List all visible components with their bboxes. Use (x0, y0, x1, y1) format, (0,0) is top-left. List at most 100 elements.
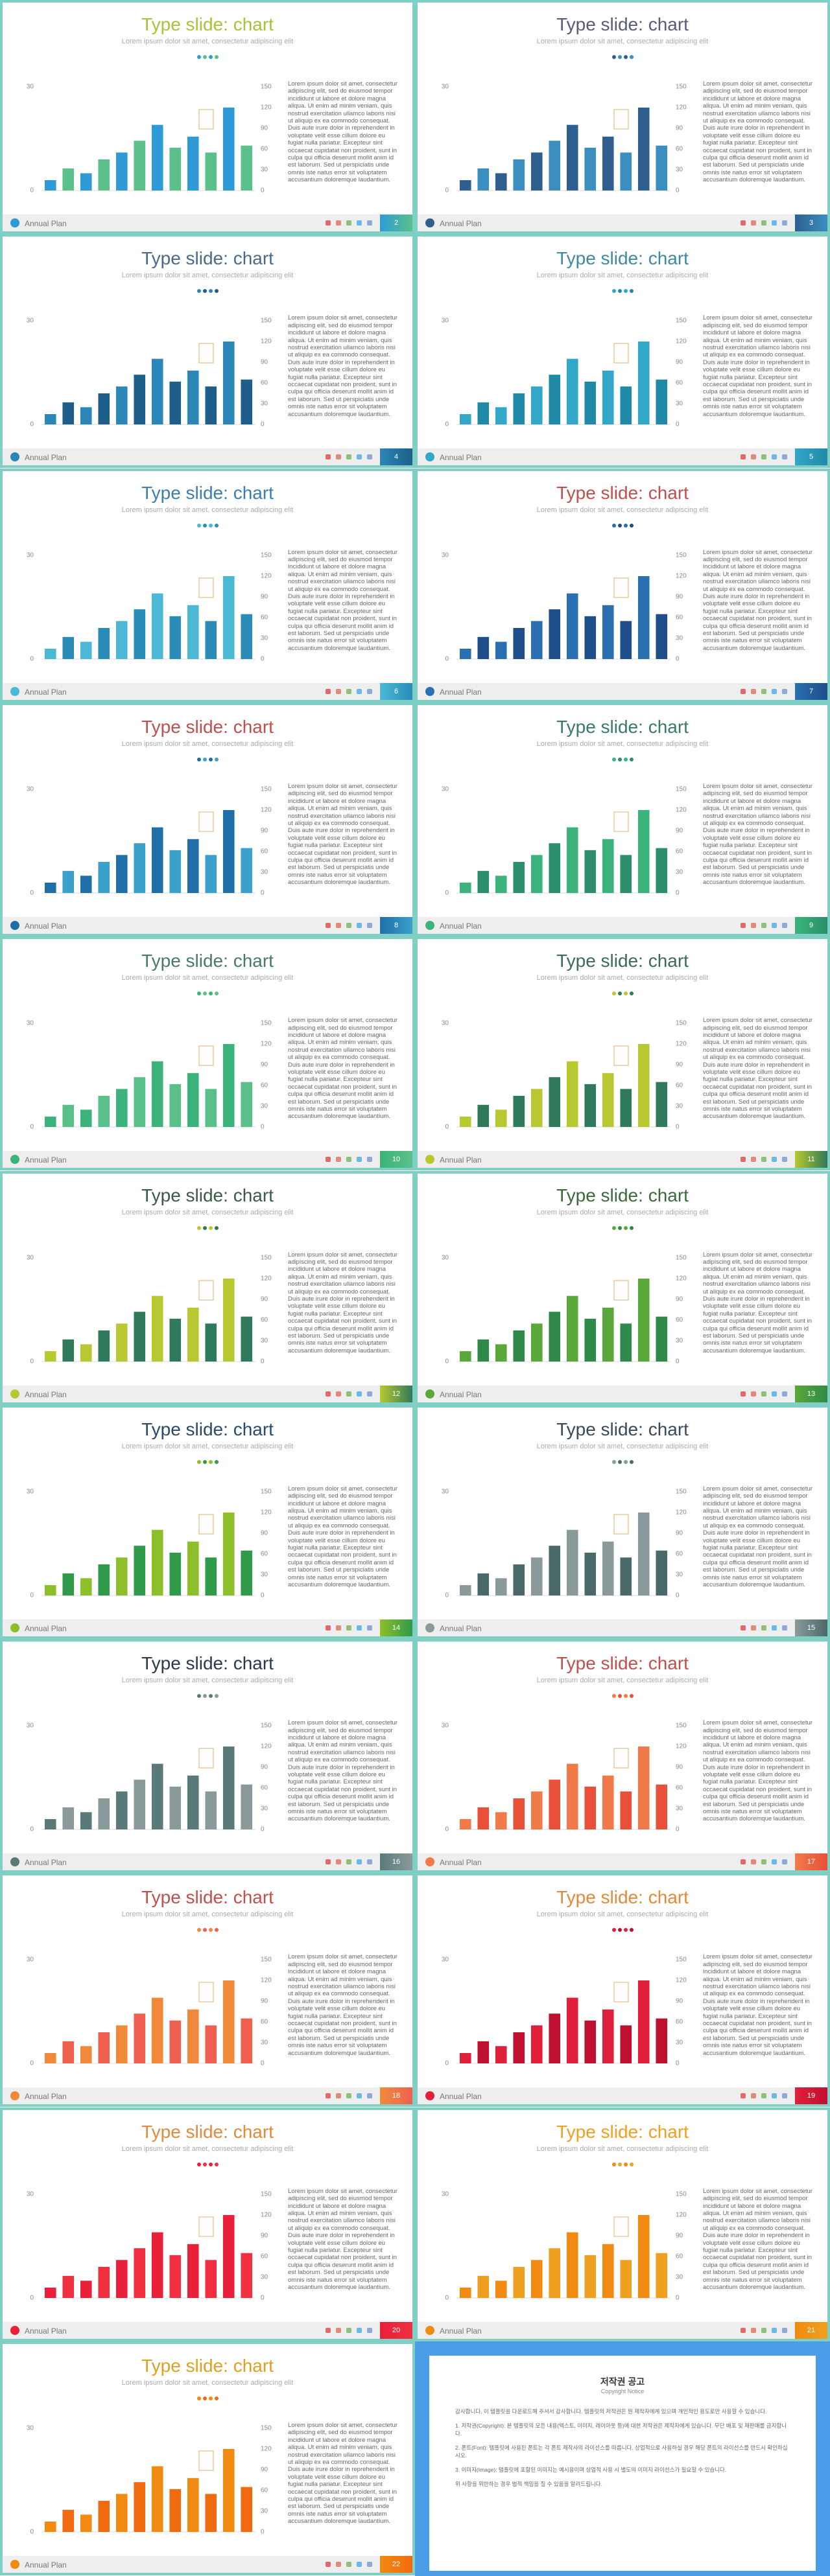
bar (656, 848, 668, 893)
chart: 0 30 0 30 60 90 120 150 (27, 2425, 272, 2536)
logo-badge (613, 343, 629, 364)
y2-tick-label: 0 (261, 1124, 265, 1131)
y2-tick-label: 150 (261, 2190, 272, 2198)
bar (80, 1109, 92, 1128)
y-tick-label: 0 (445, 655, 449, 662)
bar (602, 371, 614, 425)
social-icon (761, 454, 766, 460)
bar (620, 1323, 632, 1362)
bar (115, 2260, 128, 2298)
y2-tick-label: 30 (261, 1571, 268, 1578)
footer: Annual Plan 7 (418, 682, 827, 700)
y2-tick-label: 150 (261, 2425, 272, 2432)
slide-title: Type slide: chart (141, 1653, 274, 1674)
slide-title: Type slide: chart (556, 716, 689, 737)
social-icon (346, 454, 351, 460)
footer-label: Annual Plan (440, 453, 482, 463)
slide-title: Type slide: chart (556, 248, 689, 269)
y2-tick-label: 90 (261, 359, 268, 366)
footer-label: Annual Plan (25, 453, 67, 463)
dots (418, 51, 827, 62)
social-icon (367, 688, 372, 694)
y2-tick-label: 30 (676, 869, 683, 876)
logo-badge (613, 1514, 629, 1535)
slide-title: Type slide: chart (141, 716, 274, 737)
footer-icon (425, 218, 434, 227)
bar (656, 1082, 668, 1128)
y2-tick-label: 120 (676, 104, 687, 111)
y2-tick-label: 120 (261, 1509, 272, 1516)
slide-subtitle: Lorem ipsum dolor sit amet, consectetur … (121, 739, 294, 748)
slide-title: Type slide: chart (556, 14, 689, 34)
y2-tick-label: 90 (261, 1062, 268, 1069)
slide-title: Type slide: chart (556, 951, 689, 971)
bar (584, 1318, 597, 1362)
dot (617, 2162, 622, 2166)
dot (623, 1225, 628, 1230)
chart: 0 30 0 30 60 90 120 150 (442, 1723, 687, 1833)
y2-tick-label: 60 (676, 1316, 683, 1323)
dot (208, 1225, 213, 1230)
logo-badge (613, 2216, 629, 2237)
bar (530, 620, 543, 659)
bar (477, 1105, 490, 1128)
dot (611, 1459, 616, 1464)
page-number: 21 (795, 2321, 827, 2339)
social-icon (782, 2093, 787, 2099)
social-icon (367, 1157, 372, 1163)
bar (637, 1512, 650, 1595)
y2-tick-label: 30 (676, 1337, 683, 1344)
bar (44, 2287, 56, 2298)
social-icon (367, 454, 372, 460)
dot (611, 523, 616, 528)
body-text: Lorem ipsum dolor sit amet, consectetur … (288, 2187, 397, 2291)
y2-tick-label: 90 (676, 593, 683, 600)
y2-tick-label: 30 (261, 2508, 268, 2515)
slide-subtitle: Lorem ipsum dolor sit amet, consectetur … (121, 505, 294, 514)
bar (151, 1998, 163, 2064)
body-text: Lorem ipsum dolor sit amet, consectetur … (288, 1953, 397, 2057)
page-number: 14 (380, 1619, 412, 1636)
body-text: Lorem ipsum dolor sit amet, consectetur … (288, 1017, 397, 1120)
bar (637, 1044, 650, 1128)
dot (202, 1459, 207, 1464)
slide: Type slide: chart Lorem ipsum dolor sit a… (0, 2107, 415, 2341)
body-text: Lorem ipsum dolor sit amet, consectetur … (703, 782, 812, 887)
bar (513, 627, 525, 659)
chart: 0 30 0 30 60 90 120 150 (442, 1488, 687, 1599)
bar (187, 1541, 199, 1595)
dot (214, 1928, 219, 1932)
page-number: 6 (380, 682, 412, 700)
y2-tick-label: 0 (676, 1358, 680, 1365)
bar (566, 358, 578, 425)
y-tick-label: 30 (27, 84, 34, 91)
y2-tick-label: 120 (676, 338, 687, 345)
bar (530, 1557, 543, 1595)
y-tick-label: 30 (27, 1723, 34, 1730)
bar (241, 614, 253, 659)
bar (656, 2253, 668, 2298)
dot (202, 55, 207, 59)
footer-label: Annual Plan (440, 1858, 482, 1868)
slide-title: Type slide: chart (141, 482, 274, 503)
y-tick-label: 0 (30, 1826, 34, 1833)
logo-badge (198, 109, 214, 130)
y2-tick-label: 150 (676, 1488, 687, 1495)
bar (656, 1316, 668, 1362)
logo-badge (198, 577, 214, 598)
bar (169, 1318, 182, 1362)
footer-label: Annual Plan (25, 219, 67, 228)
slide-title: Type slide: chart (141, 2356, 274, 2376)
bar (205, 1323, 217, 1362)
chart: 0 30 0 30 60 90 120 150 (27, 786, 272, 897)
slide-subtitle: Lorem ipsum dolor sit amet, consectetur … (536, 2144, 709, 2153)
bar (459, 1819, 471, 1830)
dot (202, 757, 207, 761)
logo-badge (198, 1748, 214, 1769)
bar (566, 1061, 578, 1128)
page-number: 16 (380, 1853, 412, 1871)
bar (169, 616, 182, 659)
footer: Annual Plan 17 (418, 1853, 827, 1871)
bar (241, 379, 253, 425)
footer-icon (10, 218, 19, 227)
